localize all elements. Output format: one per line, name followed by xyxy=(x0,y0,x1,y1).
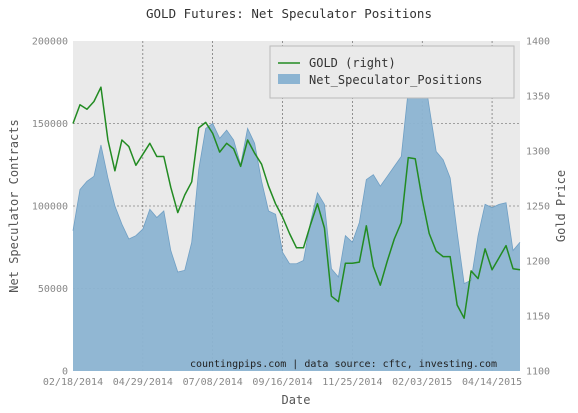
x-tick-label: 09/16/2014 xyxy=(252,377,312,388)
y-axis-label-right: Gold Price xyxy=(554,170,568,242)
y-tick-label-left: 150000 xyxy=(32,119,68,130)
y-tick-label-left: 50000 xyxy=(38,284,68,295)
y-tick-label-left: 200000 xyxy=(32,37,68,48)
x-axis-label: Date xyxy=(282,393,311,407)
y-tick-label-right: 1350 xyxy=(526,92,550,103)
x-tick-label: 07/08/2014 xyxy=(183,377,243,388)
legend-area-swatch xyxy=(278,74,300,84)
ticks: 0 50000 100000 150000 200000 1100 1150 1200 1250… xyxy=(32,37,550,389)
y-tick-label-right: 1150 xyxy=(526,312,550,323)
x-tick-label: 02/18/2014 xyxy=(43,377,103,388)
x-tick-label: 04/29/2014 xyxy=(113,377,173,388)
series-line-gold xyxy=(72,86,521,319)
chart-annotation: countingpips.com | data source: cftc, in… xyxy=(190,359,497,370)
legend-label-gold: GOLD (right) xyxy=(309,56,396,70)
series-area-outline xyxy=(72,56,521,285)
y-axis-label-left: Net Speculator Contracts xyxy=(7,119,21,292)
y-tick-label-right: 1300 xyxy=(526,147,550,158)
legend-label-positions: Net_Speculator_Positions xyxy=(309,73,482,87)
chart-title: GOLD Futures: Net Speculator Positions xyxy=(146,6,432,21)
y-tick-label-left: 100000 xyxy=(32,202,68,213)
y-tick-label-right: 1250 xyxy=(526,202,550,213)
series-area-net-speculator-positions xyxy=(73,57,520,371)
area-layer xyxy=(72,56,521,371)
y-tick-label-right: 1200 xyxy=(526,257,550,268)
legend-box xyxy=(269,45,515,99)
x-tick-label: 02/03/2015 xyxy=(392,377,452,388)
y-tick-label-left: 0 xyxy=(62,367,68,378)
y-tick-label-right: 1400 xyxy=(526,37,550,48)
x-tick-label: 11/25/2014 xyxy=(322,377,382,388)
legend: GOLD (right) Net_Speculator_Positions xyxy=(269,45,515,99)
line-layer xyxy=(72,86,521,319)
y-tick-label-right: 1100 xyxy=(526,367,550,378)
x-tick-label: 04/14/2015 xyxy=(462,377,522,388)
